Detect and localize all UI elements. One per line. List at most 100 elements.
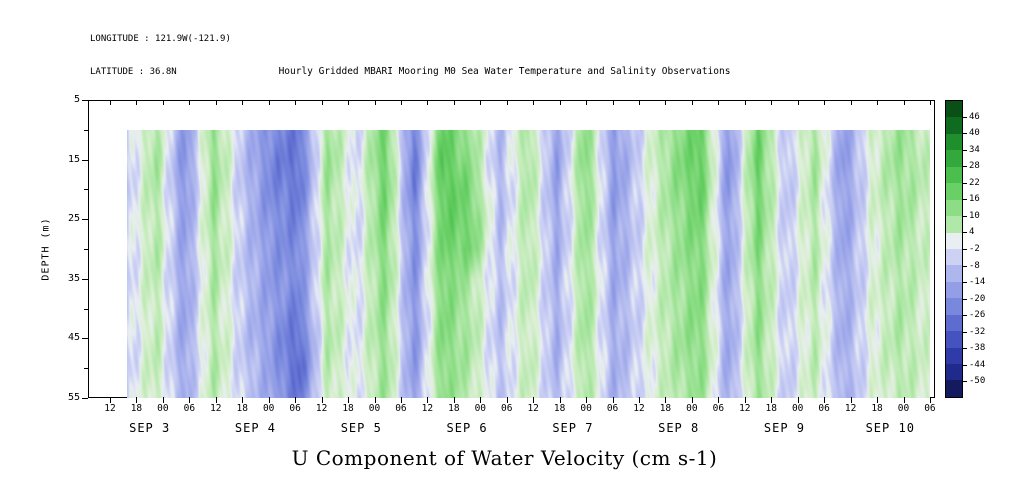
x-tick-top [797, 100, 799, 105]
x-hour-label: 06 [183, 403, 196, 414]
x-tick-bottom [612, 397, 614, 403]
x-day-label: SEP 10 [865, 421, 915, 435]
x-tick-bottom [929, 397, 931, 403]
x-tick-bottom [824, 397, 826, 403]
colorbar-segment [946, 117, 962, 134]
x-hour-label: 18 [236, 403, 248, 414]
x-tick-top [110, 100, 111, 105]
x-day-label: SEP 7 [552, 421, 594, 435]
heatmap-canvas [127, 130, 930, 398]
x-hour-label: 18 [448, 403, 460, 414]
x-tick-bottom [427, 397, 429, 403]
colorbar-tick-label: -38 [969, 343, 986, 354]
colorbar-segment [946, 331, 962, 348]
longitude-label: LONGITUDE : 121.9W(-121.9) [90, 34, 231, 44]
x-tick-top [374, 100, 376, 105]
x-hour-label: 18 [130, 403, 143, 414]
colorbar-tick [963, 215, 967, 217]
x-day-label: SEP 9 [763, 421, 806, 435]
x-tick-bottom [797, 397, 799, 403]
x-tick-bottom [665, 397, 667, 403]
x-tick-top [903, 100, 905, 105]
x-tick-bottom [242, 397, 244, 403]
x-hour-label: 06 [818, 403, 830, 414]
y-tick-label: 25 [67, 213, 80, 225]
colorbar-tick [963, 282, 967, 284]
y-tick-label: 55 [67, 392, 80, 403]
colorbar-tick-label: -20 [969, 293, 986, 304]
x-hour-label: 06 [501, 403, 513, 414]
x-tick-bottom [374, 397, 376, 403]
colorbar-tick [963, 182, 967, 184]
x-tick-bottom [268, 397, 270, 403]
x-hour-label: 00 [791, 403, 804, 414]
x-tick-top [533, 100, 535, 105]
y-tick-minor [84, 189, 88, 191]
x-tick-top [427, 100, 429, 105]
colorbar-tick-label: 28 [969, 161, 980, 172]
x-tick-bottom [295, 397, 297, 403]
colorbar-tick-label: 16 [969, 194, 980, 205]
colorbar-tick [963, 149, 967, 151]
x-tick-bottom [215, 397, 217, 403]
colorbar-tick [963, 331, 967, 333]
x-day-label: SEP 6 [446, 421, 488, 435]
x-tick-top [824, 100, 826, 105]
x-tick-bottom [162, 397, 164, 403]
y-tick-major [82, 278, 88, 280]
x-tick-top [242, 100, 244, 105]
x-day-label: SEP 3 [129, 421, 171, 435]
x-tick-top [850, 100, 852, 105]
y-tick-minor [84, 249, 88, 250]
colorbar-tick [963, 315, 967, 317]
colorbar-tick [963, 133, 967, 135]
colorbar-tick-label: 46 [969, 111, 980, 122]
x-tick-top [295, 100, 297, 105]
colorbar-segment [946, 133, 962, 151]
colorbar-segment [946, 183, 962, 200]
x-hour-label: 06 [289, 403, 301, 414]
colorbar-tick [963, 364, 967, 366]
colorbar-segment [946, 166, 962, 184]
latitude-label: LATITUDE : 36.8N [90, 67, 177, 77]
colorbar-segment [946, 216, 962, 233]
x-tick-top [744, 100, 746, 105]
x-tick-top [506, 100, 508, 105]
x-hour-label: 00 [157, 403, 169, 414]
y-tick-major [82, 338, 88, 340]
colorbar-tick-label: -14 [969, 277, 986, 288]
x-tick-top [586, 100, 588, 105]
colorbar-segment [946, 199, 962, 217]
colorbar-segment [946, 265, 962, 282]
colorbar-tick [963, 298, 967, 300]
y-tick-minor [84, 368, 88, 370]
colorbar-tick [963, 166, 967, 168]
colorbar-tick-label: -32 [969, 326, 986, 337]
y-tick-label: 15 [67, 153, 80, 165]
colorbar-segment [946, 232, 962, 249]
x-tick-top [215, 100, 217, 105]
x-hour-label: 18 [553, 403, 566, 414]
x-tick-top [771, 100, 773, 105]
colorbar-tick-label: -50 [969, 376, 986, 387]
x-tick-top [321, 100, 323, 105]
x-tick-top [559, 100, 561, 105]
colorbar-tick-label: 22 [969, 177, 980, 188]
y-axis-label: DEPTH (m) [40, 217, 52, 281]
colorbar-tick-label: 10 [969, 210, 980, 221]
y-tick-minor [84, 308, 88, 310]
x-hour-label: 06 [606, 403, 619, 414]
x-day-label: SEP 4 [234, 421, 277, 435]
colorbar-segment [946, 298, 962, 315]
x-hour-label: 12 [421, 403, 434, 414]
y-tick-major [82, 398, 88, 399]
x-tick-top [453, 100, 455, 105]
x-tick-bottom [321, 397, 323, 403]
x-tick-bottom [691, 397, 693, 403]
y-tick-label: 45 [67, 332, 80, 344]
x-tick-bottom [639, 397, 640, 403]
colorbar-tick [963, 116, 967, 118]
x-tick-top [877, 100, 879, 105]
x-hour-label: 12 [844, 403, 857, 414]
